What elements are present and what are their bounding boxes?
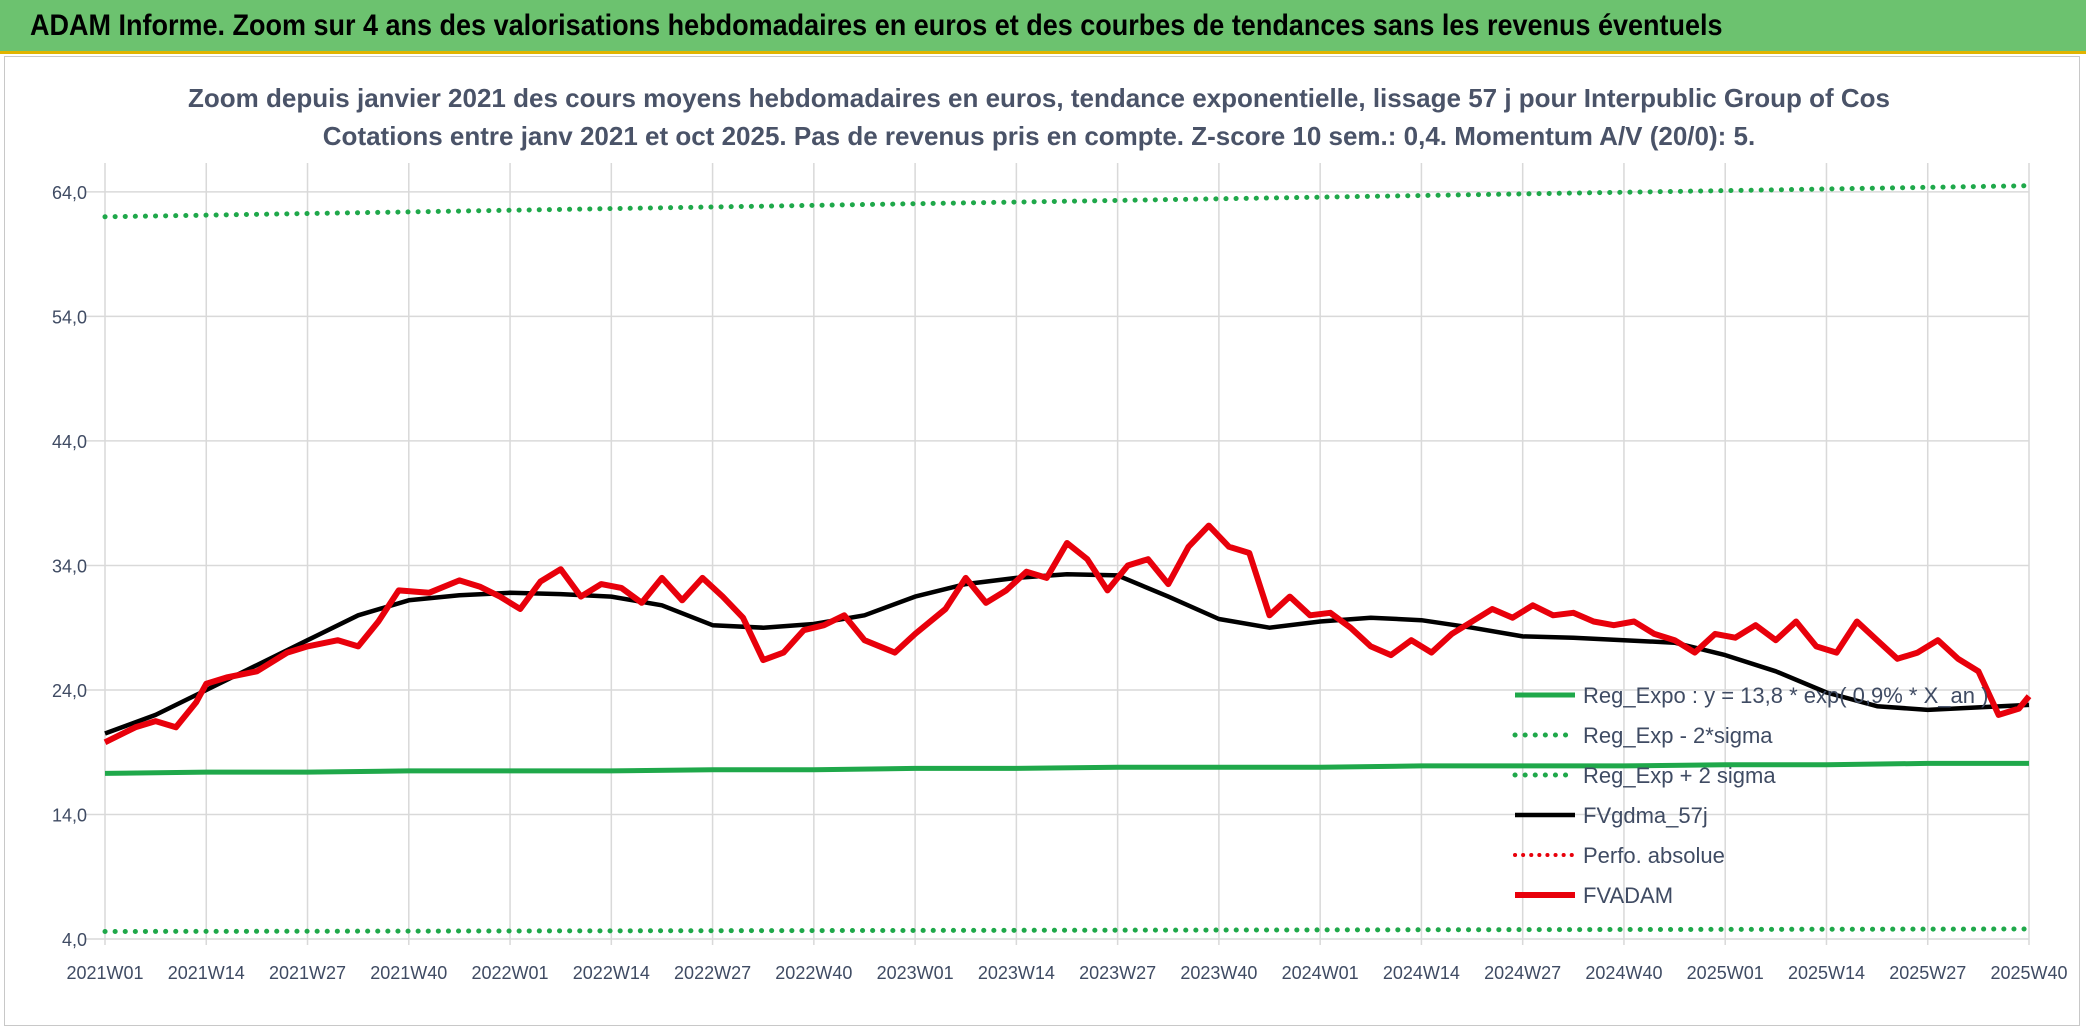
header-banner: ADAM Informe. Zoom sur 4 ans des valoris… (0, 0, 2086, 54)
chart-subtitle: Cotations entre janv 2021 et oct 2025. P… (323, 121, 1755, 151)
series-fvgdma-57j (104, 571, 2030, 736)
x-tick-label: 2025W01 (1687, 963, 1764, 983)
series-reg-exp-plus-2sigma (102, 183, 2032, 220)
series-reg-exp-minus-2sigma (102, 926, 2032, 934)
y-tick-label: 34,0 (52, 556, 87, 576)
x-tick-label: 2025W14 (1788, 963, 1865, 983)
legend-label: Reg_Expo : y = 13,8 * exp( 0,9% * X_an ) (1583, 683, 1988, 708)
x-tick-label: 2021W01 (66, 963, 143, 983)
chart-frame: 4,0 14,0 24,0 34,0 44,0 54,0 64,0 2021W01 2021W1… (4, 56, 2080, 1026)
x-tick-label: 2023W14 (978, 963, 1055, 983)
x-tick-label: 2022W27 (674, 963, 751, 983)
x-tick-label: 2024W01 (1282, 963, 1359, 983)
legend-label: FVADAM (1583, 883, 1673, 908)
x-tick-label: 2023W27 (1079, 963, 1156, 983)
y-tick-label: 24,0 (52, 681, 87, 701)
legend-label: Reg_Exp - 2*sigma (1583, 723, 1773, 748)
x-tick-label: 2024W14 (1383, 963, 1460, 983)
x-tick-label: 2025W27 (1889, 963, 1966, 983)
x-tick-label: 2024W27 (1484, 963, 1561, 983)
x-tick-label: 2023W40 (1180, 963, 1257, 983)
x-tick-label: 2023W01 (877, 963, 954, 983)
legend-label: FVgdma_57j (1583, 803, 1708, 828)
x-tick-label: 2021W40 (370, 963, 447, 983)
chart: 4,0 14,0 24,0 34,0 44,0 54,0 64,0 2021W01 2021W1… (52, 83, 2068, 983)
x-tick-label: 2022W01 (472, 963, 549, 983)
y-tick-label: 64,0 (52, 183, 87, 203)
x-tick-label: 2024W40 (1585, 963, 1662, 983)
y-tick-label: 14,0 (52, 805, 87, 825)
legend-label: Perfo. absolue (1583, 843, 1725, 868)
y-tick-label: 44,0 (52, 432, 87, 452)
legend-label: Reg_Exp + 2 sigma (1583, 763, 1776, 788)
x-tick-label: 2022W14 (573, 963, 650, 983)
series-fvadam (103, 522, 2032, 745)
chart-title: Zoom depuis janvier 2021 des cours moyen… (188, 83, 1890, 113)
x-tick-label: 2021W27 (269, 963, 346, 983)
y-tick-label: 4,0 (62, 930, 87, 950)
series-reg-expo (104, 760, 2029, 776)
x-tick-label: 2021W14 (168, 963, 245, 983)
x-tick-label: 2022W40 (775, 963, 852, 983)
page-title: ADAM Informe. Zoom sur 4 ans des valoris… (30, 9, 1723, 42)
x-tick-label: 2025W40 (1990, 963, 2067, 983)
y-tick-label: 54,0 (52, 307, 87, 327)
